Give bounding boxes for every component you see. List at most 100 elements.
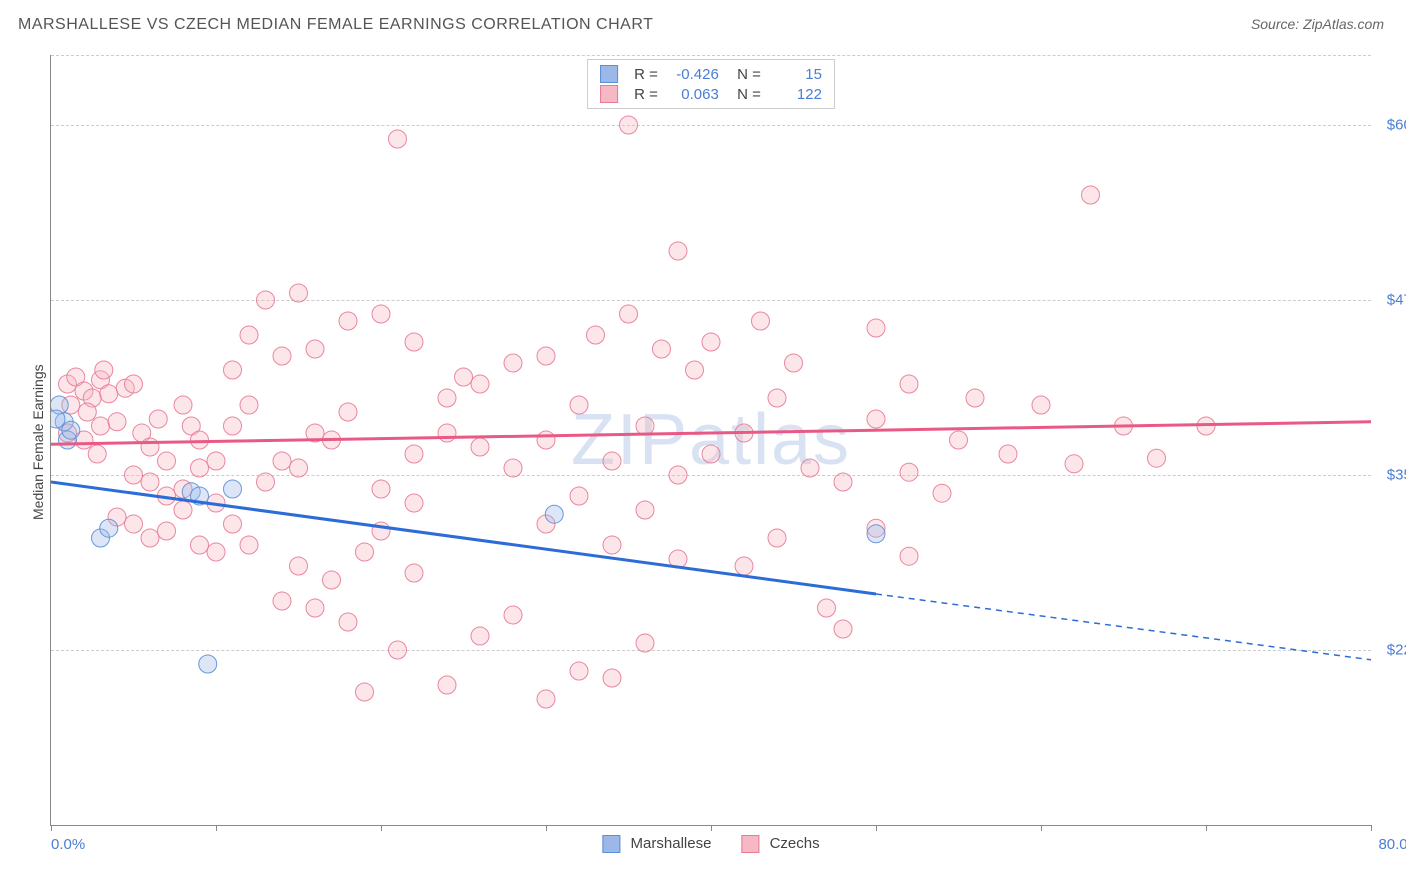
scatter-point <box>149 410 167 428</box>
scatter-point <box>570 396 588 414</box>
scatter-point <box>100 385 118 403</box>
scatter-point <box>290 459 308 477</box>
legend-row: R = -0.426 N = 15 <box>600 64 822 84</box>
scatter-point <box>900 463 918 481</box>
scatter-point <box>78 403 96 421</box>
legend-swatch-czechs <box>600 85 618 103</box>
trend-line-marshallese-extrapolated <box>876 594 1371 660</box>
scatter-point <box>141 529 159 547</box>
scatter-point <box>471 627 489 645</box>
correlation-legend: R = -0.426 N = 15 R = 0.063 N = 122 <box>587 59 835 109</box>
scatter-point <box>290 557 308 575</box>
scatter-point <box>257 291 275 309</box>
trend-line-czechs <box>51 422 1371 444</box>
legend-row: R = 0.063 N = 122 <box>600 84 822 104</box>
scatter-point <box>240 396 258 414</box>
scatter-point <box>174 396 192 414</box>
scatter-point <box>504 459 522 477</box>
legend-label: Czechs <box>770 835 820 852</box>
scatter-point <box>405 333 423 351</box>
scatter-point <box>867 319 885 337</box>
scatter-point <box>207 543 225 561</box>
scatter-point <box>768 389 786 407</box>
r-label: R = <box>634 86 658 103</box>
x-tick-label: 80.0% <box>1378 836 1406 853</box>
scatter-point <box>405 564 423 582</box>
scatter-point <box>240 326 258 344</box>
scatter-point <box>141 438 159 456</box>
x-tick-label: 0.0% <box>51 836 85 853</box>
scatter-point <box>537 347 555 365</box>
scatter-point <box>471 375 489 393</box>
scatter-point <box>834 620 852 638</box>
n-label: N = <box>729 66 761 83</box>
scatter-point <box>587 326 605 344</box>
series-legend: Marshallese Czechs <box>602 835 819 853</box>
scatter-point <box>1148 449 1166 467</box>
scatter-point <box>405 494 423 512</box>
x-tick <box>1041 825 1042 831</box>
x-tick <box>1206 825 1207 831</box>
scatter-point <box>339 613 357 631</box>
scatter-point <box>867 410 885 428</box>
scatter-point <box>686 361 704 379</box>
scatter-point <box>438 676 456 694</box>
scatter-point <box>174 501 192 519</box>
scatter-point <box>339 312 357 330</box>
scatter-point <box>125 466 143 484</box>
x-tick <box>1371 825 1372 831</box>
scatter-point <box>405 445 423 463</box>
scatter-point <box>224 417 242 435</box>
trend-line-marshallese <box>51 482 876 594</box>
scatter-point <box>141 473 159 491</box>
scatter-point <box>801 459 819 477</box>
r-label: R = <box>634 66 658 83</box>
scatter-point <box>999 445 1017 463</box>
plot-area: ZIPatlas R = -0.426 N = 15 R = 0.063 N =… <box>50 55 1371 826</box>
x-tick <box>381 825 382 831</box>
scatter-point <box>339 403 357 421</box>
scatter-point <box>224 480 242 498</box>
scatter-point <box>389 130 407 148</box>
chart-title: MARSHALLESE VS CZECH MEDIAN FEMALE EARNI… <box>18 16 653 34</box>
scatter-point <box>191 459 209 477</box>
y-tick-label: $35,000 <box>1376 467 1406 484</box>
scatter-point <box>273 452 291 470</box>
scatter-point <box>88 445 106 463</box>
scatter-point <box>125 515 143 533</box>
scatter-point <box>372 480 390 498</box>
scatter-point <box>669 242 687 260</box>
scatter-point <box>207 452 225 470</box>
scatter-point <box>95 361 113 379</box>
scatter-point <box>191 431 209 449</box>
scatter-point <box>1032 396 1050 414</box>
scatter-point <box>966 389 984 407</box>
scatter-point <box>735 557 753 575</box>
n-value: 15 <box>767 66 822 83</box>
scatter-point <box>603 669 621 687</box>
scatter-point <box>537 690 555 708</box>
scatter-point <box>51 410 65 428</box>
scatter-point <box>933 484 951 502</box>
scatter-point <box>273 592 291 610</box>
y-tick-label: $47,500 <box>1376 292 1406 309</box>
source-attribution: Source: ZipAtlas.com <box>1251 16 1384 32</box>
scatter-point <box>240 536 258 554</box>
scatter-point <box>537 431 555 449</box>
r-value: 0.063 <box>664 86 719 103</box>
scatter-point <box>306 599 324 617</box>
scatter-point <box>158 522 176 540</box>
scatter-point <box>900 547 918 565</box>
scatter-point <box>273 347 291 365</box>
scatter-point <box>92 417 110 435</box>
scatter-point <box>356 543 374 561</box>
scatter-point <box>768 529 786 547</box>
scatter-point <box>1082 186 1100 204</box>
scatter-point <box>669 466 687 484</box>
y-tick-label: $60,000 <box>1376 117 1406 134</box>
scatter-point <box>438 389 456 407</box>
r-value: -0.426 <box>664 66 719 83</box>
scatter-point <box>125 375 143 393</box>
scatter-point <box>653 340 671 358</box>
scatter-point <box>636 417 654 435</box>
